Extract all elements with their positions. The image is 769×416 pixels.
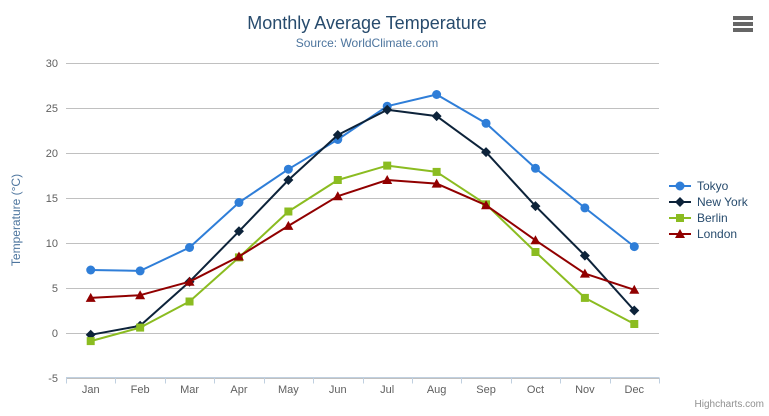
point-london-dec[interactable] [629, 284, 640, 294]
legend-symbol-london[interactable] [675, 229, 685, 238]
point-london-mar[interactable] [184, 276, 195, 286]
point-new-york-oct[interactable] [530, 201, 541, 212]
point-london-aug[interactable] [431, 178, 442, 188]
point-new-york-apr[interactable] [233, 226, 244, 237]
point-berlin-may[interactable] [284, 207, 293, 216]
point-new-york-dec[interactable] [629, 305, 640, 316]
point-london-nov[interactable] [579, 268, 590, 278]
point-tokyo-aug[interactable] [432, 90, 442, 99]
legend-symbol-new-york[interactable] [675, 197, 685, 207]
y-axis-label: 15 [46, 193, 58, 205]
y-axis-title: Temperature (°C) [9, 173, 23, 267]
series-tokyo[interactable] [86, 90, 639, 276]
point-berlin-oct[interactable] [531, 248, 540, 256]
legend-item-london[interactable]: London [668, 226, 748, 242]
x-axis-label: Oct [527, 384, 544, 396]
point-london-feb[interactable] [135, 290, 146, 300]
series-london[interactable] [85, 175, 640, 302]
point-tokyo-feb[interactable] [135, 266, 145, 276]
point-berlin-jul[interactable] [383, 161, 392, 170]
credits-link[interactable]: Highcharts.com [694, 399, 764, 410]
point-berlin-jan[interactable] [86, 337, 95, 346]
point-tokyo-jan[interactable] [86, 265, 96, 275]
x-axis-label: Jan [82, 384, 100, 396]
point-london-jan[interactable] [85, 292, 96, 302]
x-axis-label: Jun [329, 384, 347, 396]
legend-item-label: New York [697, 195, 748, 209]
point-new-york-jun[interactable] [332, 130, 343, 140]
point-london-apr[interactable] [233, 251, 244, 261]
point-tokyo-nov[interactable] [580, 203, 590, 213]
triangle-marker-icon [669, 229, 691, 238]
x-axis-label: Mar [180, 384, 199, 396]
y-axis-label: -5 [48, 373, 58, 385]
legend-item-label: London [697, 227, 738, 241]
series-line-new-york[interactable] [89, 108, 636, 336]
legend-item-label: Tokyo [697, 179, 729, 193]
legend-item-label: Berlin [697, 211, 728, 225]
x-axis-label: Jul [380, 384, 394, 396]
point-new-york-jul[interactable] [382, 104, 393, 115]
chart-subtitle: Source: WorldClimate.com [295, 36, 439, 50]
x-axis-label: Aug [427, 384, 447, 396]
point-london-may[interactable] [283, 220, 294, 230]
point-tokyo-oct[interactable] [530, 163, 540, 173]
point-london-oct[interactable] [530, 235, 541, 245]
diamond-marker-icon [669, 197, 691, 207]
point-berlin-mar[interactable] [185, 297, 194, 306]
series-line-tokyo[interactable] [89, 93, 636, 272]
point-berlin-dec[interactable] [630, 320, 639, 328]
point-tokyo-sep[interactable] [481, 118, 491, 128]
point-london-jun[interactable] [332, 191, 343, 201]
x-axis-label: Sep [476, 384, 496, 396]
legend-symbol-tokyo[interactable] [675, 181, 685, 191]
point-new-york-may[interactable] [283, 175, 294, 185]
y-axis-label: 20 [46, 148, 58, 160]
square-marker-icon [669, 214, 691, 222]
legend-item-berlin[interactable]: Berlin [668, 210, 748, 226]
x-axis-label: Feb [131, 384, 150, 396]
y-axis-label: 5 [52, 283, 58, 295]
legend-symbol-berlin[interactable] [676, 214, 684, 222]
x-axis-label: May [278, 384, 299, 396]
point-tokyo-apr[interactable] [234, 198, 244, 207]
point-london-sep[interactable] [481, 200, 492, 210]
context-menu-button[interactable] [731, 14, 755, 34]
y-axis-label: 0 [52, 328, 58, 340]
series-line-berlin[interactable] [89, 164, 636, 343]
point-tokyo-dec[interactable] [629, 242, 639, 252]
x-axis-label: Dec [625, 384, 645, 396]
series-new-york[interactable] [85, 104, 640, 340]
y-axis-label: 30 [46, 58, 58, 70]
point-berlin-nov[interactable] [580, 293, 589, 302]
legend: Tokyo New York Berlin London [668, 178, 748, 242]
point-new-york-nov[interactable] [579, 250, 590, 261]
series-line-london[interactable] [89, 179, 636, 299]
hamburger-icon [733, 16, 753, 20]
point-berlin-feb[interactable] [136, 323, 145, 332]
x-axis-label: Apr [230, 384, 247, 396]
point-london-jul[interactable] [382, 175, 393, 184]
point-berlin-jun[interactable] [333, 176, 342, 184]
chart-title: Monthly Average Temperature [247, 13, 487, 33]
y-axis-label: 25 [46, 103, 58, 115]
point-tokyo-may[interactable] [283, 164, 293, 174]
circle-marker-icon [669, 181, 691, 191]
legend-item-tokyo[interactable]: Tokyo [668, 178, 748, 194]
point-new-york-sep[interactable] [481, 147, 492, 158]
y-axis-label: 10 [46, 238, 58, 250]
point-tokyo-mar[interactable] [185, 243, 195, 252]
x-axis-label: Nov [575, 384, 595, 396]
point-new-york-aug[interactable] [431, 111, 442, 122]
legend-item-new-york[interactable]: New York [668, 194, 748, 210]
point-berlin-aug[interactable] [432, 167, 441, 176]
